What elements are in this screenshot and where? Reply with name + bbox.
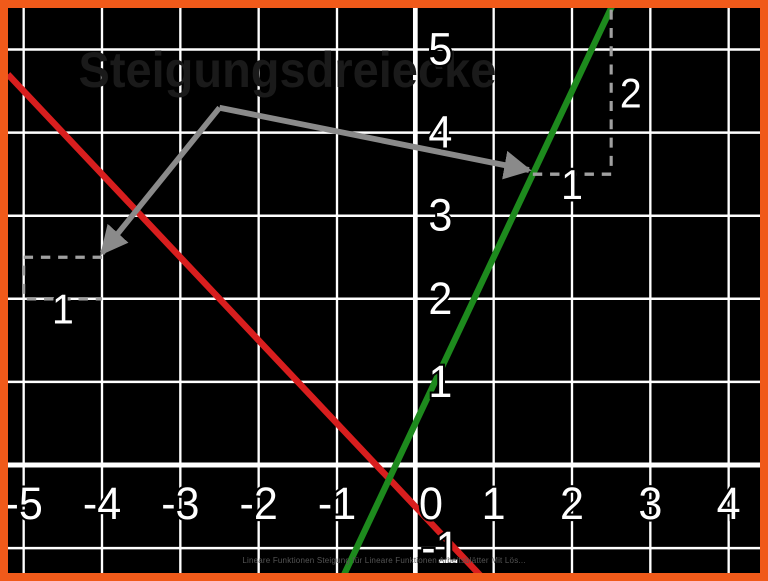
x-tick-label: 3 xyxy=(638,479,662,529)
x-tick-label: -3 xyxy=(161,479,199,529)
y-tick-label: 5 xyxy=(428,24,452,74)
y-tick-label: 3 xyxy=(428,191,452,241)
right-triangle-run-label: 1 xyxy=(561,161,583,208)
x-tick-label: 4 xyxy=(717,479,741,529)
coordinate-chart: 1-112Steigungsdreiecke-5-4-3-2-101234-11… xyxy=(8,8,760,573)
image-caption: Lineare Funktionen Steigung für Lineare … xyxy=(8,556,760,565)
arrow-to-right xyxy=(219,108,528,170)
y-tick-label: 4 xyxy=(428,107,452,157)
arrow-to-left xyxy=(102,108,219,253)
right-triangle-rise-label: 2 xyxy=(620,70,642,117)
left-triangle-run-label: 1 xyxy=(52,286,74,333)
x-tick-label: -1 xyxy=(318,479,356,529)
x-tick-label: -4 xyxy=(83,479,121,529)
x-tick-label: 1 xyxy=(482,479,506,529)
y-tick-label: 2 xyxy=(428,274,452,324)
y-tick-label: -1 xyxy=(421,523,459,573)
x-tick-label: -2 xyxy=(240,479,278,529)
y-tick-label: 1 xyxy=(428,357,452,407)
x-tick-label: 2 xyxy=(560,479,584,529)
chart-frame: 1-112Steigungsdreiecke-5-4-3-2-101234-11… xyxy=(0,0,768,581)
x-tick-label: -5 xyxy=(8,479,43,529)
